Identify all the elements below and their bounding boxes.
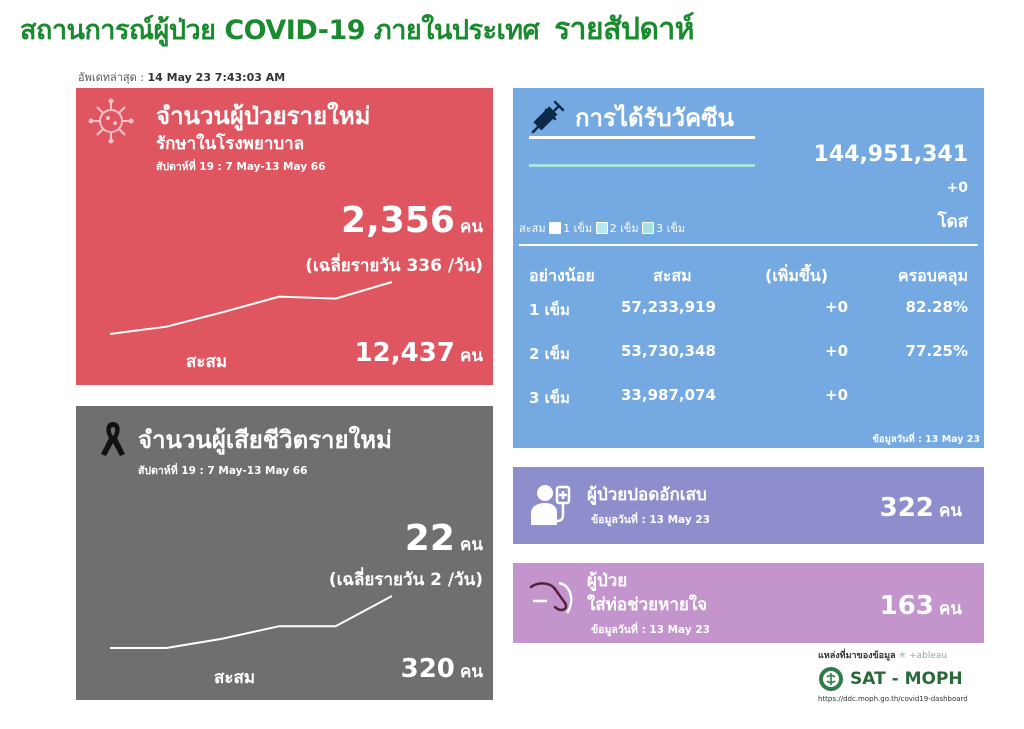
deaths-trend-line	[110, 595, 393, 649]
vaccine-row-2-dose: 2 เข็ม	[529, 345, 570, 363]
ventilator-panel[interactable]: ผู้ป่วย ใส่ท่อช่วยหายใจ ข้อมูลวันที่ : 1…	[513, 563, 984, 643]
new-cases-title: จำนวนผู้ป่วยรายใหม่	[156, 102, 371, 130]
pneumonia-value: 322	[879, 493, 934, 523]
deaths-cum-value: 320	[400, 654, 455, 684]
new-cases-value-group: 2,356 คน	[341, 200, 483, 241]
new-cases-daily-avg: (เฉลี่ยรายวัน 336 /วัน)	[305, 256, 483, 276]
source-url[interactable]: https://ddc.moph.go.th/covid19-dashboard	[818, 695, 968, 703]
deaths-cum-label: สะสม	[214, 668, 256, 688]
pneumonia-value-group: 322 คน	[880, 493, 962, 524]
ventilator-title-1: ผู้ป่วย	[587, 571, 628, 591]
legend-dose-3: 3 เข็ม	[656, 222, 686, 235]
vaccine-row-1-cum: 57,233,919	[621, 298, 716, 316]
deaths-panel[interactable]: จำนวนผู้เสียชีวิตรายใหม่ สัปดาห์ที่ 19 :…	[76, 406, 493, 700]
sat-moph-label: SAT - MOPH	[850, 669, 963, 689]
legend-dose-1: 1 เข็ม	[563, 222, 593, 235]
vaccine-row-3-inc: +0	[825, 386, 849, 404]
vaccine-title: การได้รับวัคซีน	[575, 104, 734, 132]
vaccine-unit: โดส	[937, 212, 968, 232]
new-cases-panel[interactable]: จำนวนผู้ป่วยรายใหม่ รักษาในโรงพยาบาล สัป…	[76, 88, 493, 385]
source-label: แหล่งที่มาของข้อมูล	[818, 651, 896, 661]
vaccine-legend-label: สะสม	[519, 222, 546, 235]
vaccine-delta: +0	[946, 180, 968, 196]
vaccine-header-cum: สะสม	[653, 266, 692, 285]
ventilator-title-2: ใส่ท่อช่วยหายใจ	[587, 595, 708, 615]
new-cases-week: สัปดาห์ที่ 19 : 7 May-13 May 66	[156, 161, 326, 173]
legend-swatch-1	[549, 222, 562, 234]
vaccine-row-2-cov: 77.25%	[905, 342, 968, 360]
vaccine-header-at-least: อย่างน้อย	[529, 266, 595, 285]
vaccine-divider-top	[529, 136, 755, 139]
vaccine-table-divider	[519, 244, 978, 246]
vaccine-divider-bottom	[529, 164, 755, 167]
new-cases-trend-line	[109, 281, 393, 335]
vaccine-row-3-cum: 33,987,074	[621, 386, 716, 404]
vaccine-row-1-cov: 82.28%	[905, 298, 968, 316]
virus-icon	[88, 98, 134, 144]
new-cases-cum-value: 12,437	[354, 338, 455, 368]
new-cases-unit: คน	[460, 217, 483, 237]
deaths-unit: คน	[460, 535, 483, 555]
pneumonia-panel[interactable]: ผู้ป่วยปอดอักเสบ ข้อมูลวันที่ : 13 May 2…	[513, 467, 984, 544]
page-title-main: สถานการณ์ผู้ป่วย COVID-19 ภายในประเทศ	[20, 15, 540, 46]
ribbon-icon	[101, 422, 125, 456]
last-updated-label: อัพเดทล่าสุด :	[78, 71, 144, 84]
last-updated: อัพเดทล่าสุด : 14 May 23 7:43:03 AM	[78, 68, 285, 86]
pneumonia-title: ผู้ป่วยปอดอักเสบ	[587, 485, 707, 505]
ventilator-as-of: ข้อมูลวันที่ : 13 May 23	[591, 624, 710, 636]
ventilator-value: 163	[879, 591, 934, 621]
vaccine-panel[interactable]: การได้รับวัคซีน 144,951,341 +0 โดส สะสม …	[513, 88, 984, 448]
ventilator-value-group: 163 คน	[880, 591, 962, 622]
page-title-week: รายสัปดาห์	[554, 12, 695, 47]
vaccine-header-inc: (เพิ่มขึ้น)	[765, 266, 829, 285]
legend-swatch-2	[595, 222, 608, 234]
source-line: แหล่งที่มาของข้อมูล ✳ +ableau	[818, 648, 988, 662]
legend-dose-2: 2 เข็ม	[609, 222, 639, 235]
deaths-daily-avg: (เฉลี่ยรายวัน 2 /วัน)	[328, 570, 483, 590]
deaths-title: จำนวนผู้เสียชีวิตรายใหม่	[138, 426, 392, 454]
deaths-week: สัปดาห์ที่ 19 : 7 May-13 May 66	[138, 465, 308, 477]
vaccine-row-2-inc: +0	[825, 342, 849, 360]
deaths-value: 22	[404, 518, 455, 559]
vaccine-total: 144,951,341	[813, 142, 968, 167]
sat-moph-logo[interactable]: SAT - MOPH	[818, 666, 988, 692]
pneumonia-unit: คน	[939, 501, 962, 521]
new-cases-cum-unit: คน	[460, 346, 483, 366]
tableau-logo: ✳ +ableau	[898, 651, 948, 661]
vaccine-header-cov: ครอบคลุม	[897, 266, 968, 285]
legend-swatch-3	[642, 222, 655, 234]
vaccine-row-3-dose: 3 เข็ม	[529, 389, 570, 407]
tableau-label: +ableau	[909, 651, 948, 661]
pneumonia-as-of: ข้อมูลวันที่ : 13 May 23	[591, 514, 710, 526]
vaccine-legend: สะสม 1 เข็ม 2 เข็ม 3 เข็ม	[519, 219, 685, 237]
deaths-cum-unit: คน	[460, 662, 483, 682]
patient-icon	[531, 485, 571, 525]
deaths-value-group: 22 คน	[405, 518, 483, 559]
deaths-cum-group: 320 คน	[401, 654, 483, 685]
vaccine-row-1-dose: 1 เข็ม	[529, 301, 570, 319]
new-cases-subtitle: รักษาในโรงพยาบาล	[156, 134, 305, 154]
new-cases-cum-label: สะสม	[186, 352, 228, 372]
data-source: แหล่งที่มาของข้อมูล ✳ +ableau SAT - MOPH…	[818, 648, 988, 703]
vaccine-row-2-cum: 53,730,348	[621, 342, 716, 360]
last-updated-value: 14 May 23 7:43:03 AM	[147, 71, 286, 84]
ventilator-icon	[529, 581, 573, 614]
vaccine-row-1-inc: +0	[825, 298, 849, 316]
new-cases-value: 2,356	[341, 200, 455, 241]
moph-emblem-icon	[819, 667, 843, 691]
vaccine-as-of: ข้อมูลวันที่ : 13 May 23	[872, 434, 980, 445]
syringe-icon	[531, 100, 565, 134]
ventilator-unit: คน	[939, 599, 962, 619]
page-title: สถานการณ์ผู้ป่วย COVID-19 ภายในประเทศ รา…	[20, 6, 695, 53]
new-cases-cum-group: 12,437 คน	[355, 338, 483, 369]
